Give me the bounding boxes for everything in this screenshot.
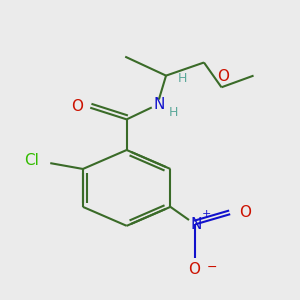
Text: O: O [239, 205, 251, 220]
Text: O: O [217, 69, 229, 84]
Text: H: H [169, 106, 178, 118]
Text: Cl: Cl [24, 153, 39, 168]
Text: O: O [71, 99, 83, 114]
Text: −: − [207, 261, 217, 274]
Text: H: H [177, 72, 187, 85]
Text: +: + [202, 209, 212, 219]
Text: N: N [153, 97, 164, 112]
Text: O: O [188, 262, 200, 277]
Text: N: N [191, 217, 202, 232]
